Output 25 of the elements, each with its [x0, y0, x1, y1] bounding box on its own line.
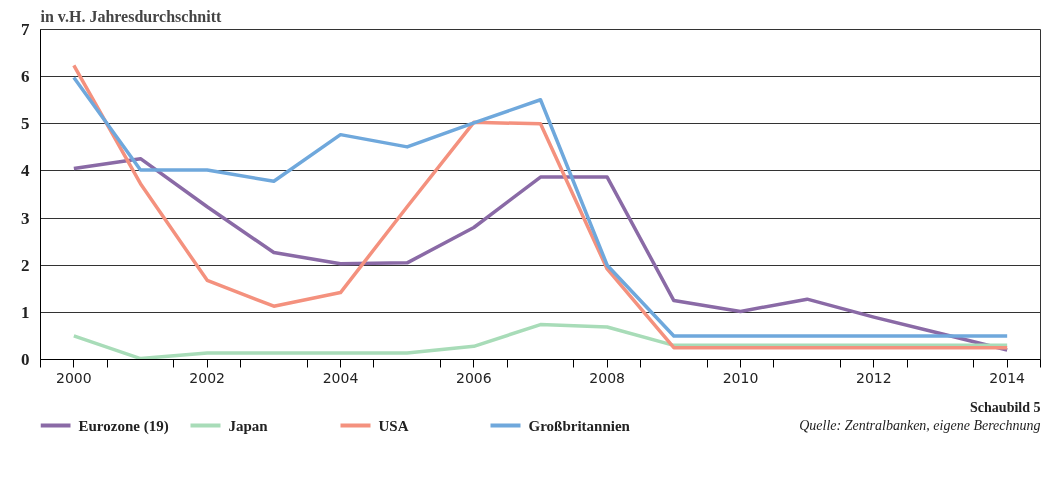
x-tick-label: 2006 — [456, 369, 492, 386]
legend-label: USA — [378, 417, 409, 434]
legend-label: Eurozone (19) — [78, 417, 169, 435]
x-tick-label: 2008 — [589, 369, 625, 386]
x-tick-label: 2002 — [189, 369, 225, 386]
y-tick-label: 5 — [21, 114, 30, 134]
x-tick-label: 2014 — [989, 369, 1026, 386]
x-tick-label: 2004 — [322, 369, 359, 386]
chart-title: in v.H. Jahresdurchschnitt — [40, 7, 222, 25]
y-tick-label: 7 — [21, 20, 30, 39]
line-series — [72, 322, 1009, 360]
x-tick-label: 2010 — [722, 369, 759, 386]
y-tick-label: 3 — [21, 208, 30, 228]
legend-label: Großbritannien — [528, 417, 631, 434]
y-tick-label: 1 — [21, 302, 30, 322]
y-tick-label: 0 — [21, 350, 30, 369]
y-tick-label: 2 — [21, 255, 30, 275]
y-tick-label: 4 — [21, 161, 30, 181]
x-tick-label: 2000 — [56, 369, 92, 386]
source-note: Quelle: Zentralbanken, eigene Berechnung — [799, 418, 1041, 433]
legend-label: Japan — [228, 417, 269, 434]
y-tick-label: 6 — [21, 67, 30, 87]
x-tick-label: 2012 — [856, 369, 892, 386]
line-series — [72, 156, 1009, 352]
text: Schaubild 5 — [970, 400, 1041, 415]
